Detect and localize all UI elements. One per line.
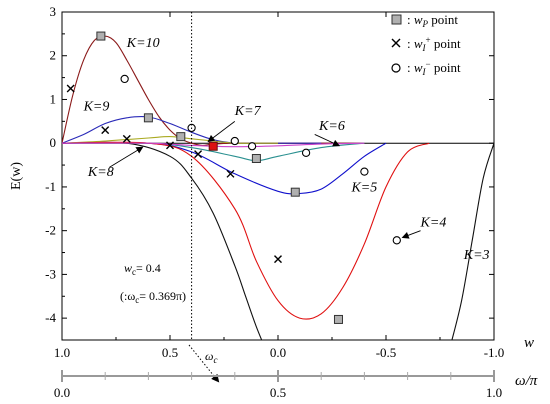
- curve-unlabeled: [62, 142, 365, 148]
- y-tick-label: -3: [45, 266, 56, 281]
- wp-square-marker: [143, 113, 153, 123]
- wi-minus-circle-marker: [230, 136, 239, 146]
- curve-label-k6: K=6: [318, 119, 345, 134]
- y-tick-label: 2: [50, 48, 57, 63]
- curve-label-k10: K=10: [126, 36, 160, 51]
- omega-c-label: ωc: [205, 349, 217, 365]
- y-axis-title: E(w): [9, 162, 24, 190]
- y-tick-label: 0: [50, 135, 57, 150]
- cross-stroke: [274, 255, 282, 264]
- curve-label-k5: K=5: [350, 180, 377, 195]
- wc-annotation-line2: (:ωc= 0.369π): [120, 289, 186, 305]
- omega-tick-label: 1.0: [486, 385, 502, 400]
- wp-square-marker: [176, 132, 186, 142]
- cross-stroke: [226, 169, 235, 178]
- legend-square-symbol: [391, 14, 402, 25]
- curve-k3: [451, 143, 494, 340]
- wi-plus-cross-marker: [166, 141, 174, 150]
- wp-square-marker: [333, 314, 343, 324]
- x-tick-label: 0.0: [270, 345, 286, 360]
- legend-entry-wi-minus: : wI− point: [407, 59, 461, 77]
- wi-minus-circle-marker: [301, 148, 311, 157]
- wp-square-marker: [251, 154, 261, 164]
- cross-stroke: [122, 134, 131, 143]
- curve-label-k4: K=4: [420, 215, 447, 230]
- wi-minus-circle-marker: [247, 142, 257, 151]
- legend-circle-symbol: [391, 63, 401, 73]
- label-pointer-arrow: [207, 120, 236, 143]
- series-lines: [62, 35, 494, 340]
- legend: : wP point : wI+ point : wI− point: [391, 12, 461, 77]
- point-markers: [66, 31, 401, 324]
- x-ticks: 1.0 0.5 0.0 -0.5 -1.0: [54, 12, 504, 360]
- x-tick-label: 0.5: [162, 345, 178, 360]
- wp-square-marker: [96, 31, 106, 41]
- wi-plus-cross-marker: [226, 169, 235, 178]
- y-tick-label: -1: [45, 179, 56, 194]
- wi-minus-circle-marker: [120, 74, 129, 84]
- label-pointer-arrow: [314, 134, 341, 147]
- wi-plus-cross-marker: [101, 126, 110, 135]
- curve-labels: K=10 K=9 K=8 K=7 K=6 K=5 K=4 K=3: [83, 36, 490, 263]
- omega-axis-ticks: 0.0 0.5 1.0: [54, 370, 502, 400]
- label-pointer-arrow: [109, 146, 144, 168]
- wi-plus-cross-marker: [66, 84, 75, 93]
- wi-plus-cross-marker: [274, 255, 282, 264]
- omega-tick-label: 0.0: [54, 385, 70, 400]
- wp-square-marker: [290, 187, 300, 197]
- x-axis-title: w: [524, 335, 534, 351]
- curve-label-k9: K=9: [83, 99, 110, 114]
- label-pointer-arrow: [401, 230, 421, 239]
- curve-label-k3: K=3: [463, 248, 490, 263]
- curve-k4: [62, 141, 430, 320]
- wi-plus-cross-marker: [122, 134, 131, 143]
- cross-stroke: [194, 150, 203, 159]
- legend-cross-symbol: [391, 38, 401, 48]
- wi-plus-cross-marker: [194, 150, 203, 159]
- y-tick-label: 1: [50, 91, 57, 106]
- x-tick-label: -0.5: [376, 345, 397, 360]
- wp-square-marker-red: [208, 141, 218, 151]
- cross-stroke: [166, 141, 174, 150]
- wi-minus-circle-marker: [360, 167, 369, 176]
- omega-tick-label: 0.5: [270, 385, 286, 400]
- curve-k8: [62, 141, 263, 340]
- y-tick-label: -4: [45, 310, 56, 325]
- x-tick-label: 1.0: [54, 345, 70, 360]
- omega-axis-title: ω/π: [515, 373, 538, 389]
- cross-stroke: [66, 84, 75, 93]
- y-tick-label: -2: [45, 223, 56, 238]
- legend-entry-wi-plus: : wI+ point: [407, 35, 461, 53]
- wc-annotation-line1: wc= 0.4: [124, 261, 161, 277]
- x-tick-label: -1.0: [484, 345, 505, 360]
- curve-label-k8: K=8: [87, 165, 114, 180]
- curve-label-k7: K=7: [234, 104, 262, 119]
- legend-entry-wp: : wP point: [407, 12, 458, 29]
- y-tick-label: 3: [50, 4, 57, 19]
- wi-minus-circle-marker: [392, 236, 401, 245]
- cross-stroke: [101, 126, 110, 135]
- y-ticks: 3 2 1 0 -1 -2 -3 -4: [45, 4, 494, 341]
